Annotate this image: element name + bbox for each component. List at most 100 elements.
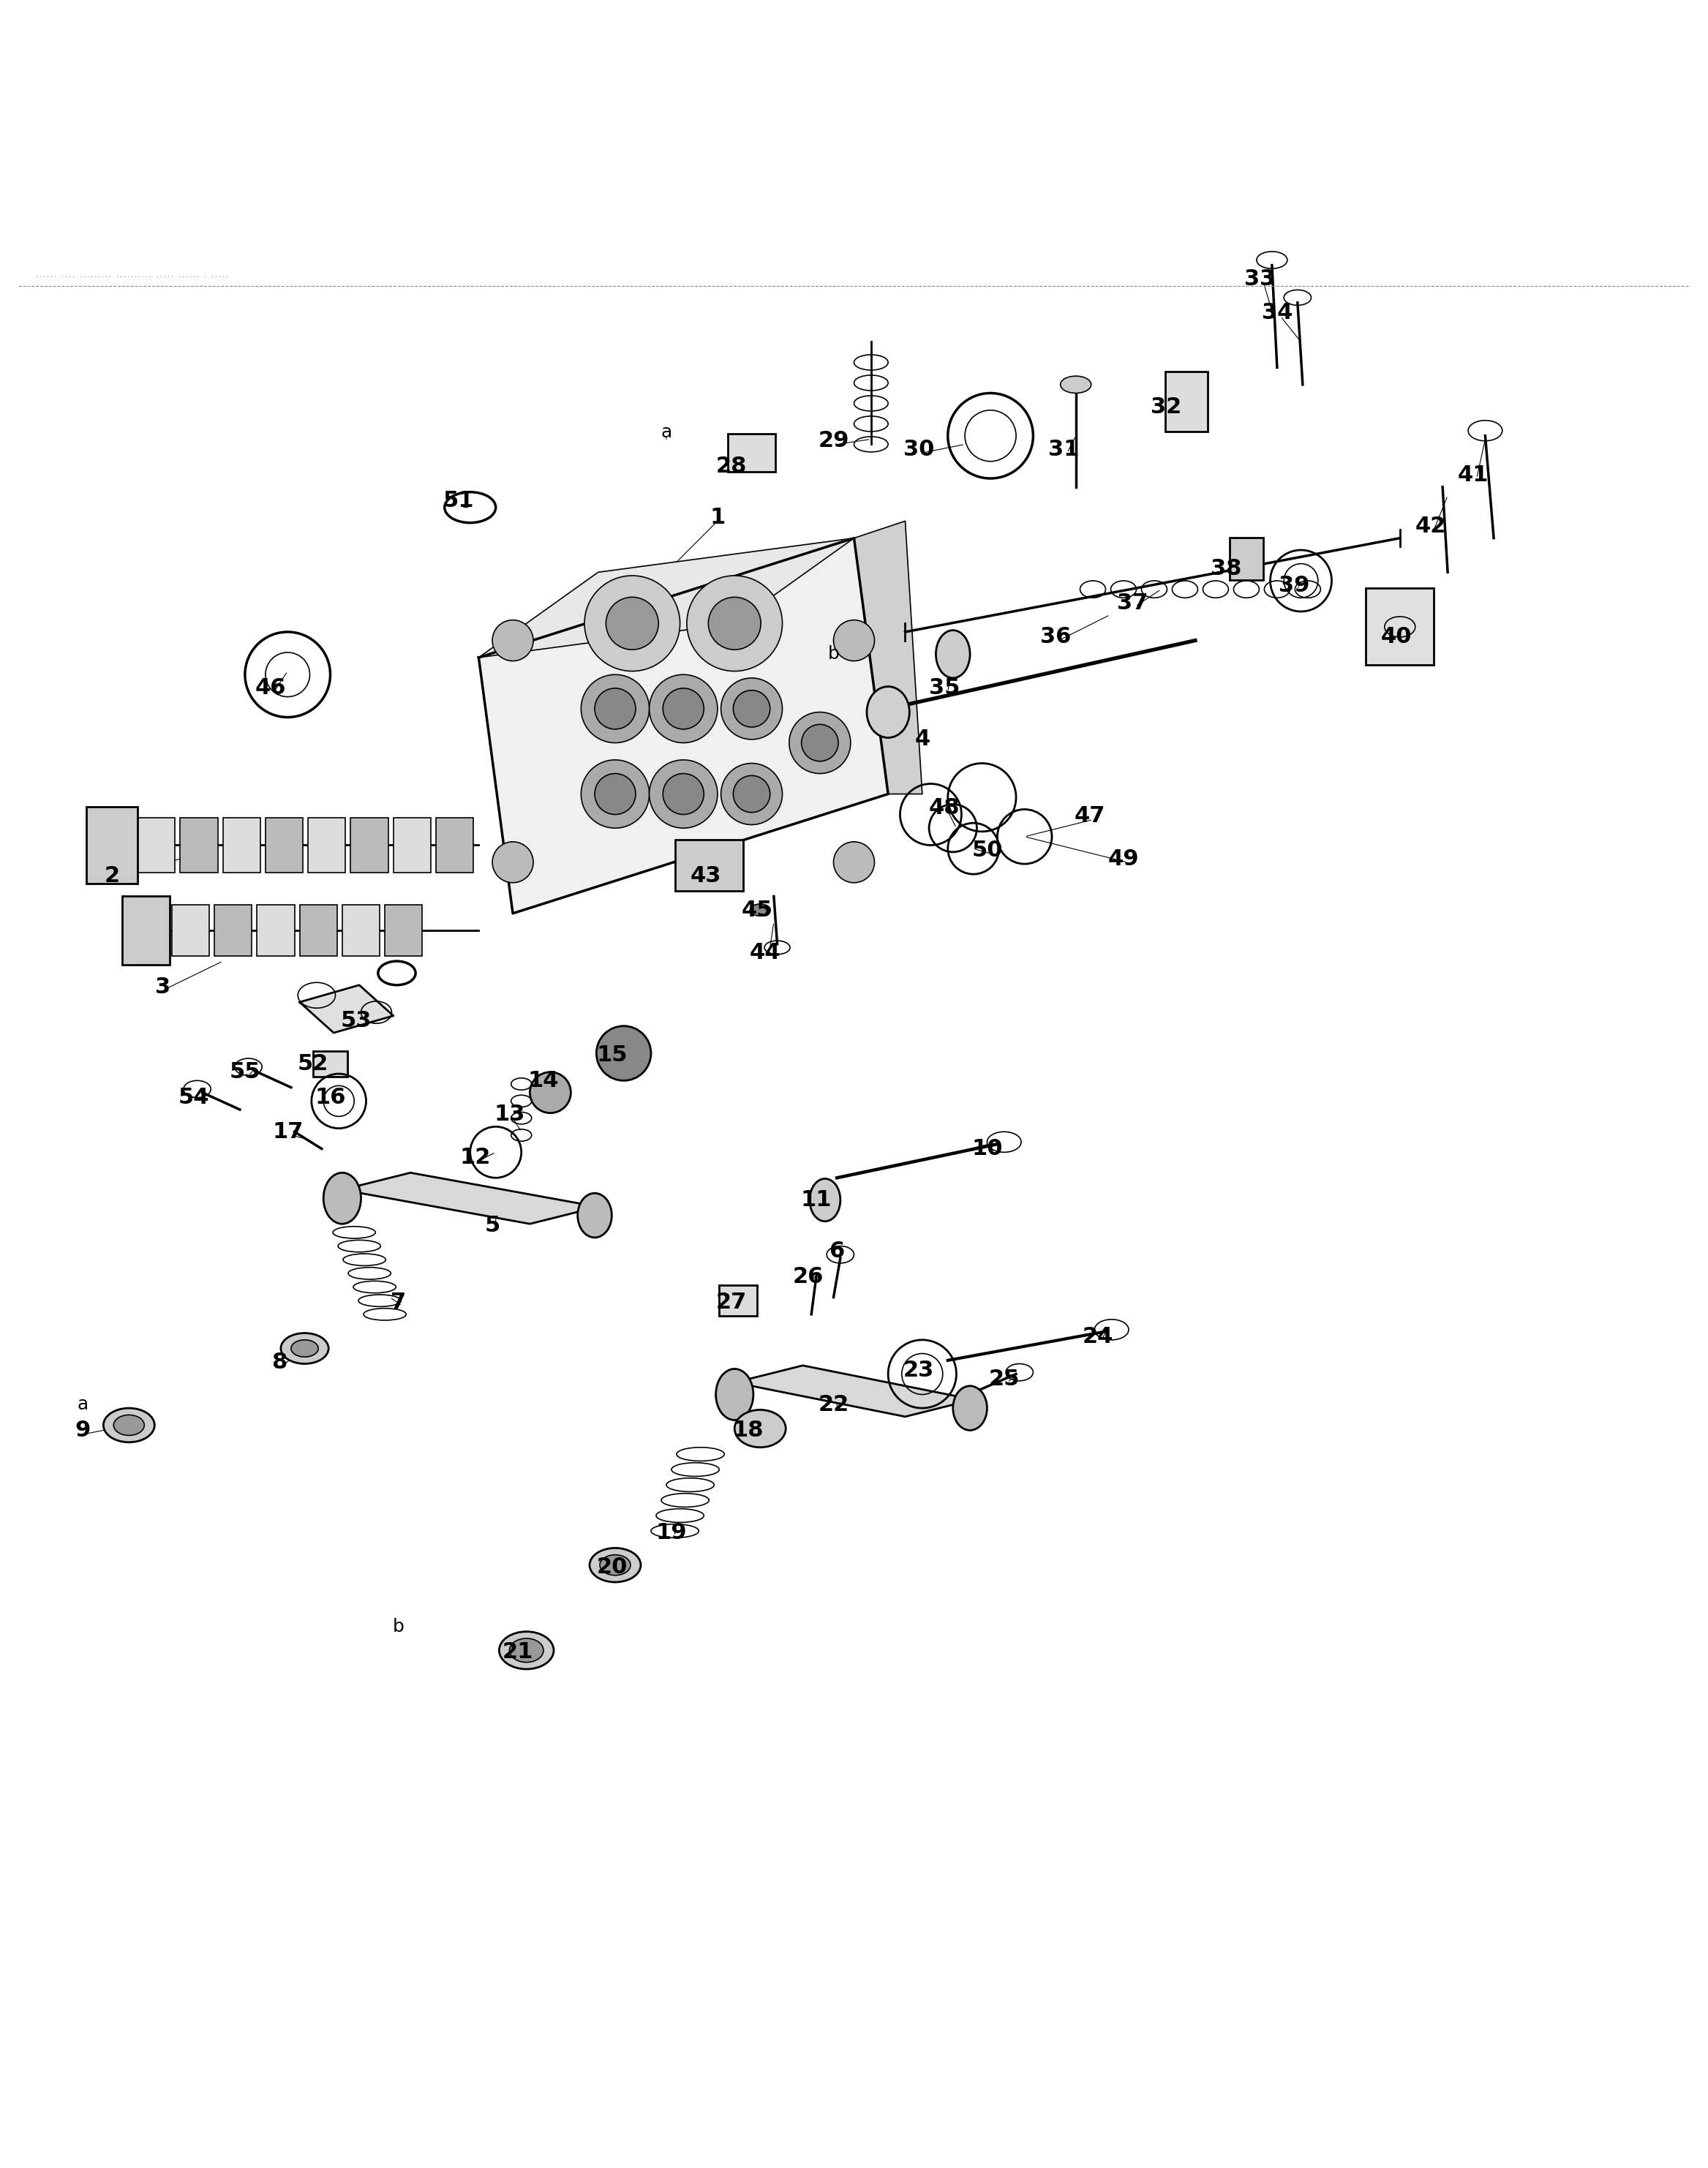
Text: 23: 23 — [904, 1359, 934, 1381]
Circle shape — [649, 759, 717, 828]
Circle shape — [834, 620, 874, 661]
Ellipse shape — [114, 1416, 143, 1435]
Text: 26: 26 — [793, 1266, 823, 1288]
Bar — [342, 904, 379, 956]
Text: 28: 28 — [716, 455, 746, 477]
Text: 32: 32 — [1151, 397, 1182, 418]
Text: 16: 16 — [314, 1086, 345, 1108]
Ellipse shape — [750, 904, 770, 915]
Ellipse shape — [577, 1192, 611, 1238]
Circle shape — [594, 687, 635, 728]
Ellipse shape — [589, 1548, 640, 1583]
Circle shape — [834, 841, 874, 882]
Polygon shape — [854, 520, 922, 793]
Bar — [313, 1051, 347, 1075]
Circle shape — [663, 774, 704, 815]
Text: 19: 19 — [656, 1522, 687, 1544]
Circle shape — [581, 759, 649, 828]
Text: 14: 14 — [528, 1071, 559, 1091]
Text: 48: 48 — [929, 798, 960, 817]
Text: 49: 49 — [1108, 848, 1139, 869]
Text: 24: 24 — [1083, 1327, 1114, 1346]
Text: 3: 3 — [155, 976, 171, 997]
Ellipse shape — [734, 1409, 786, 1448]
Ellipse shape — [323, 1173, 360, 1225]
Bar — [1366, 588, 1435, 666]
Text: 2: 2 — [104, 865, 120, 887]
Circle shape — [789, 711, 851, 774]
Bar — [123, 895, 169, 965]
Ellipse shape — [600, 1554, 630, 1576]
Bar — [350, 817, 388, 872]
Text: 15: 15 — [596, 1045, 627, 1067]
Circle shape — [733, 776, 770, 813]
Circle shape — [721, 763, 782, 824]
Circle shape — [529, 1071, 570, 1112]
Text: 42: 42 — [1416, 516, 1447, 538]
Text: 36: 36 — [1040, 627, 1071, 648]
Text: ...... .... ......... .......... ..... ...... . .....: ...... .... ......... .......... ..... .… — [36, 273, 229, 280]
Text: 27: 27 — [716, 1292, 746, 1314]
Text: 9: 9 — [75, 1420, 91, 1442]
Text: 7: 7 — [391, 1292, 407, 1314]
Bar — [87, 806, 137, 885]
Text: 4: 4 — [914, 728, 931, 750]
Text: 10: 10 — [972, 1138, 1003, 1160]
Text: b: b — [828, 646, 839, 663]
Text: 47: 47 — [1074, 806, 1105, 826]
Text: 11: 11 — [801, 1190, 832, 1210]
Ellipse shape — [716, 1368, 753, 1420]
Ellipse shape — [509, 1639, 543, 1663]
Circle shape — [606, 596, 659, 650]
Circle shape — [649, 674, 717, 744]
Bar — [1230, 538, 1264, 579]
Bar — [436, 817, 473, 872]
Text: 45: 45 — [741, 900, 772, 921]
Circle shape — [594, 774, 635, 815]
Circle shape — [581, 674, 649, 744]
Bar — [719, 1286, 757, 1316]
Text: 46: 46 — [254, 679, 287, 698]
Text: 37: 37 — [1117, 592, 1148, 614]
Ellipse shape — [810, 1179, 840, 1221]
Bar — [728, 434, 775, 473]
Bar — [256, 904, 294, 956]
Bar — [265, 817, 302, 872]
Text: 55: 55 — [229, 1062, 261, 1082]
Bar — [222, 817, 260, 872]
Text: 50: 50 — [972, 839, 1003, 861]
Text: 6: 6 — [828, 1240, 845, 1262]
Text: 18: 18 — [733, 1420, 763, 1442]
Circle shape — [663, 687, 704, 728]
Circle shape — [492, 841, 533, 882]
Circle shape — [709, 596, 760, 650]
Text: 39: 39 — [1279, 575, 1310, 596]
Ellipse shape — [953, 1385, 987, 1431]
Text: 34: 34 — [1262, 301, 1293, 323]
Circle shape — [733, 689, 770, 726]
Ellipse shape — [104, 1409, 154, 1442]
Bar — [393, 817, 430, 872]
Text: 12: 12 — [459, 1147, 490, 1169]
Bar — [137, 817, 174, 872]
Text: 20: 20 — [596, 1557, 627, 1578]
Circle shape — [584, 577, 680, 672]
Bar — [1165, 371, 1208, 431]
Text: 25: 25 — [989, 1368, 1020, 1390]
Circle shape — [596, 1025, 651, 1080]
Text: 54: 54 — [178, 1086, 210, 1108]
Polygon shape — [299, 984, 393, 1032]
Polygon shape — [734, 1366, 974, 1416]
Circle shape — [801, 724, 839, 761]
Bar — [299, 904, 336, 956]
Text: 5: 5 — [485, 1214, 500, 1236]
Text: b: b — [393, 1617, 405, 1635]
Text: 13: 13 — [494, 1104, 524, 1125]
Ellipse shape — [866, 687, 909, 737]
Text: 38: 38 — [1211, 557, 1242, 579]
Text: 44: 44 — [750, 943, 781, 963]
Text: 29: 29 — [818, 429, 849, 451]
Ellipse shape — [936, 631, 970, 679]
Text: 1: 1 — [711, 507, 726, 529]
Text: 33: 33 — [1245, 269, 1276, 288]
